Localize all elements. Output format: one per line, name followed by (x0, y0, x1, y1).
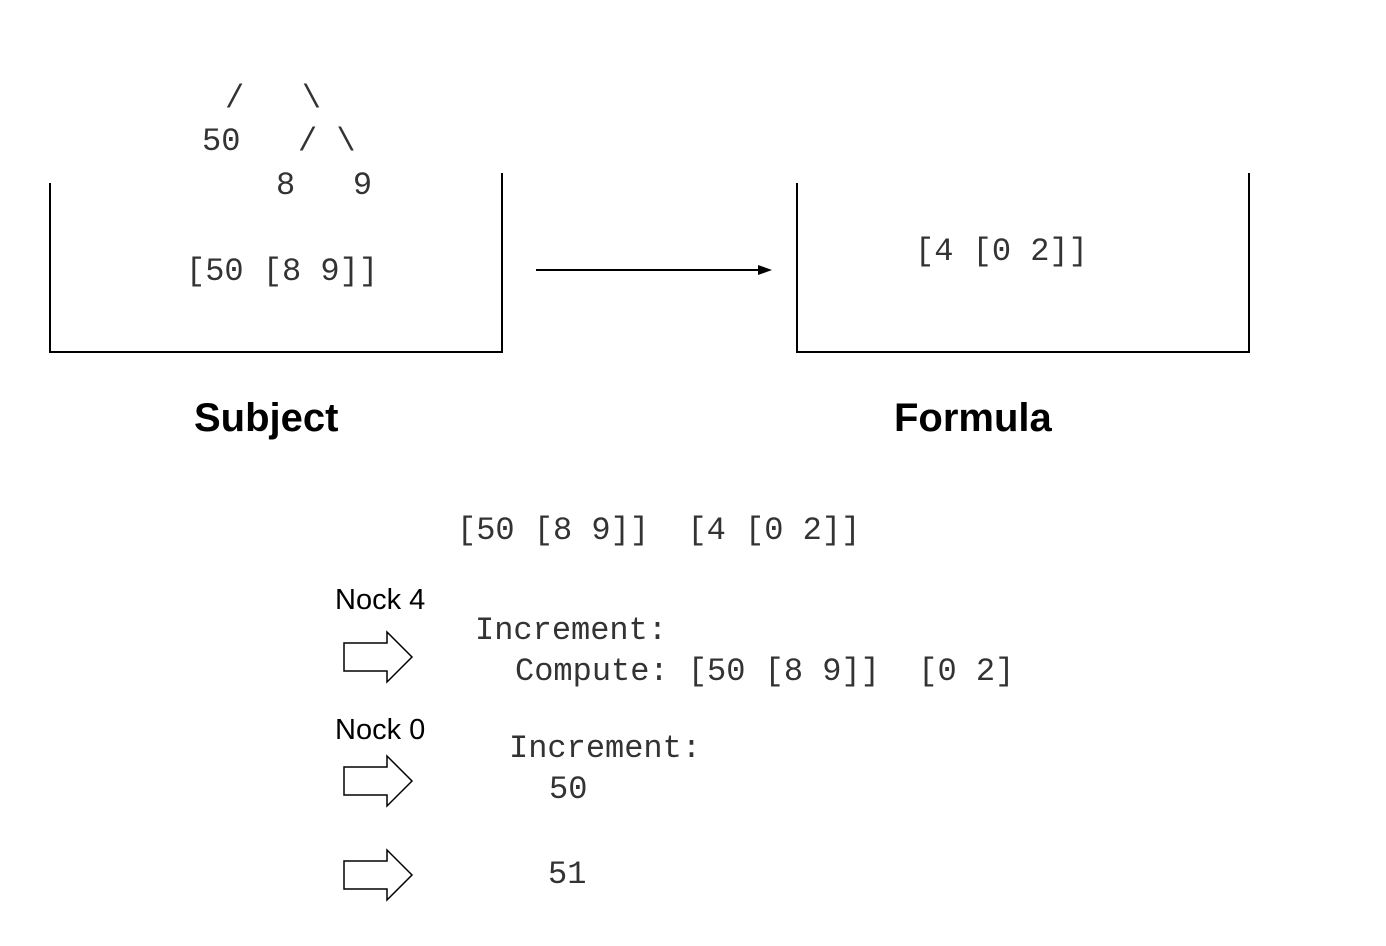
step1-line2: Compute: [50 [8 9]] [0 2] (515, 653, 1015, 690)
step2-line2: 50 (549, 771, 588, 808)
step1-line1: Increment: (475, 612, 668, 649)
formula-expression: [4 [0 2]] (915, 233, 1088, 270)
subject-label: Subject (194, 396, 339, 440)
subject-box (49, 173, 503, 353)
tree-line-1: / \ (225, 80, 322, 117)
initial-expression: [50 [8 9]] [4 [0 2]] (457, 512, 861, 549)
step3-result: 51 (548, 856, 587, 893)
block-arrow-3 (343, 848, 414, 902)
tree-line-3: 8 9 (276, 167, 373, 204)
arrow-head (758, 265, 772, 275)
formula-box (796, 173, 1250, 353)
block-arrow-2 (343, 754, 414, 808)
step1-label: Nock 4 (335, 584, 426, 616)
formula-label: Formula (894, 396, 1052, 440)
step2-line1: Increment: (509, 730, 702, 767)
block-arrow-1 (343, 630, 414, 684)
step2-label: Nock 0 (335, 714, 426, 746)
tree-line-2: 50 / \ (202, 123, 356, 160)
subject-expression: [50 [8 9]] (186, 253, 379, 290)
